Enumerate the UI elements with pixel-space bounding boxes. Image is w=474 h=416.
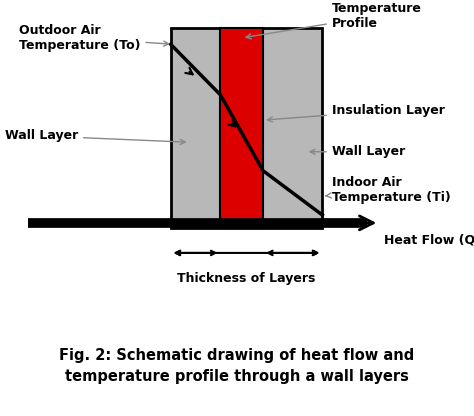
Text: Outdoor Air
Temperature (To): Outdoor Air Temperature (To) <box>19 24 169 52</box>
Text: Insulation Layer: Insulation Layer <box>267 104 445 122</box>
Bar <box>220 28 263 228</box>
Text: Wall Layer: Wall Layer <box>5 129 185 144</box>
Text: Wall Layer: Wall Layer <box>310 145 405 158</box>
Text: Thickness of Layers: Thickness of Layers <box>177 272 316 285</box>
Bar <box>171 28 322 228</box>
Text: Temperature
Profile: Temperature Profile <box>246 2 422 39</box>
Text: Indoor Air
Temperature (Ti): Indoor Air Temperature (Ti) <box>326 176 451 204</box>
Text: Heat Flow (Q): Heat Flow (Q) <box>384 234 474 247</box>
Text: Fig. 2: Schematic drawing of heat flow and
temperature profile through a wall la: Fig. 2: Schematic drawing of heat flow a… <box>59 348 415 384</box>
